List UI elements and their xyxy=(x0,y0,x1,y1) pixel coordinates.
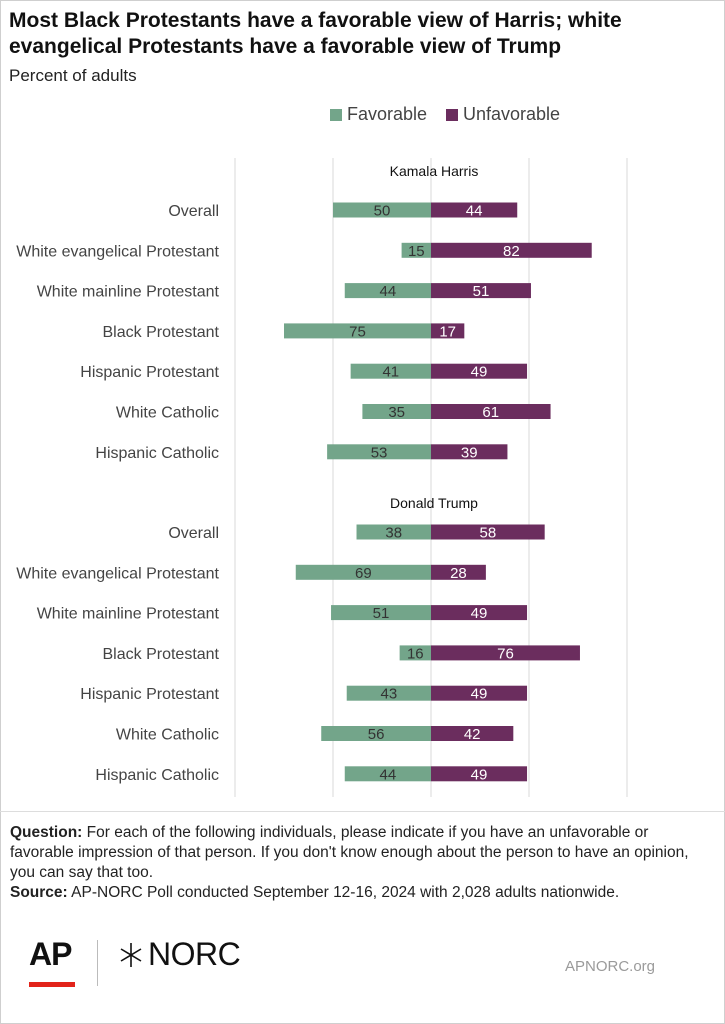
category-label: White Catholic xyxy=(116,727,219,744)
category-label: Black Protestant xyxy=(103,646,220,663)
bar-label-unfavorable: 42 xyxy=(464,726,481,743)
category-label: Hispanic Catholic xyxy=(95,767,219,784)
bar-favorable xyxy=(333,202,431,218)
legend-label-unfavorable: Unfavorable xyxy=(463,104,561,124)
bar-unfavorable xyxy=(431,323,465,339)
question-note: Question: For each of the following indi… xyxy=(10,823,710,883)
bar-label-favorable: 16 xyxy=(407,645,424,662)
bar-unfavorable xyxy=(431,202,518,218)
bar-favorable xyxy=(362,404,431,419)
category-label: White evangelical Protestant xyxy=(16,565,219,582)
bar-label-unfavorable: 61 xyxy=(482,404,499,421)
bar-favorable xyxy=(295,564,431,580)
bar-unfavorable xyxy=(431,283,531,299)
bar-favorable xyxy=(350,363,431,379)
bar-unfavorable xyxy=(431,645,580,661)
bar-unfavorable xyxy=(431,685,528,701)
category-label: Hispanic Protestant xyxy=(80,364,219,381)
norc-mark-icon xyxy=(120,942,142,967)
ap-logo: AP xyxy=(29,936,72,972)
bar-label-favorable: 15 xyxy=(408,243,425,260)
bar-label-favorable: 51 xyxy=(373,605,390,622)
bar-unfavorable xyxy=(431,524,545,540)
bar-unfavorable xyxy=(431,766,528,782)
bar-favorable xyxy=(344,766,431,782)
category-label: White evangelical Protestant xyxy=(16,243,219,260)
bar-label-unfavorable: 28 xyxy=(450,565,467,582)
logo-separator xyxy=(97,940,98,986)
legend-swatch-favorable xyxy=(330,108,342,121)
site-url: APNORC.org xyxy=(565,958,656,975)
chart-subtitle: Percent of adults xyxy=(9,66,137,85)
category-label: Black Protestant xyxy=(103,324,220,341)
legend: Favorable Unfavorable xyxy=(0,104,725,128)
bar-label-favorable: 43 xyxy=(381,686,398,703)
panel-title: Kamala Harris xyxy=(390,163,479,179)
panel-title: Donald Trump xyxy=(390,495,478,511)
bar-label-unfavorable: 44 xyxy=(466,203,483,220)
bar-unfavorable xyxy=(431,444,508,460)
bar-favorable xyxy=(346,685,431,701)
source-text: AP-NORC Poll conducted September 12-16, … xyxy=(67,884,620,901)
legend-swatch-unfavorable xyxy=(446,108,458,121)
category-label: Hispanic Catholic xyxy=(95,445,219,462)
question-label: Question: xyxy=(10,824,83,841)
chart-notes: Question: For each of the following indi… xyxy=(10,823,710,903)
bar-favorable xyxy=(401,242,431,258)
legend-item-favorable: Favorable xyxy=(330,104,427,125)
bar-label-unfavorable: 49 xyxy=(471,364,488,381)
source-label: Source: xyxy=(10,884,68,901)
bar-favorable xyxy=(321,726,431,741)
bar-unfavorable xyxy=(431,242,592,258)
chart-title: Most Black Protestants have a favorable … xyxy=(9,9,622,58)
ap-logo-underline xyxy=(29,982,75,987)
bar-unfavorable xyxy=(431,726,514,741)
bar-label-unfavorable: 39 xyxy=(461,444,478,461)
bar-label-unfavorable: 49 xyxy=(471,686,488,703)
bar-label-unfavorable: 58 xyxy=(479,525,496,542)
bar-unfavorable xyxy=(431,363,528,379)
bar-label-unfavorable: 76 xyxy=(497,645,514,662)
norc-logo-text: NORC xyxy=(148,936,241,972)
category-label: Overall xyxy=(168,203,219,220)
bar-label-favorable: 56 xyxy=(368,726,385,743)
bar-favorable xyxy=(331,605,431,621)
bar-unfavorable xyxy=(431,404,551,419)
source-note: Source: AP-NORC Poll conducted September… xyxy=(10,883,710,903)
bar-favorable xyxy=(284,323,431,339)
category-label: Hispanic Protestant xyxy=(80,686,219,703)
bar-label-favorable: 69 xyxy=(355,565,372,582)
bar-label-favorable: 44 xyxy=(380,283,397,300)
bar-label-unfavorable: 49 xyxy=(471,605,488,622)
chart-plot: Kamala Harris Overall 50 44 White evangelica… xyxy=(16,158,628,797)
bar-favorable xyxy=(399,645,431,661)
bar-label-favorable: 38 xyxy=(385,525,402,542)
bar-label-favorable: 53 xyxy=(371,444,388,461)
bar-label-favorable: 50 xyxy=(374,203,391,220)
bar-favorable xyxy=(327,444,431,460)
bar-label-favorable: 35 xyxy=(388,404,405,421)
bar-label-unfavorable: 17 xyxy=(439,323,456,340)
bar-label-unfavorable: 49 xyxy=(471,766,488,783)
bar-favorable xyxy=(344,283,431,299)
bar-favorable xyxy=(356,524,431,540)
category-label: White mainline Protestant xyxy=(37,284,220,301)
category-label: White mainline Protestant xyxy=(37,606,220,623)
bar-unfavorable xyxy=(431,564,486,580)
legend-label-favorable: Favorable xyxy=(347,104,428,124)
bar-label-unfavorable: 82 xyxy=(503,243,520,260)
bar-label-favorable: 41 xyxy=(382,364,399,381)
notes-divider xyxy=(0,811,725,812)
legend-item-unfavorable: Unfavorable xyxy=(446,104,560,125)
norc-logo: NORC xyxy=(118,936,241,973)
bar-unfavorable xyxy=(431,605,528,621)
category-label: Overall xyxy=(168,525,219,542)
bar-label-unfavorable: 51 xyxy=(473,283,490,300)
bar-label-favorable: 44 xyxy=(380,766,397,783)
category-label: White Catholic xyxy=(116,405,219,422)
question-text: For each of the following individuals, p… xyxy=(10,824,689,881)
bar-label-favorable: 75 xyxy=(349,323,366,340)
